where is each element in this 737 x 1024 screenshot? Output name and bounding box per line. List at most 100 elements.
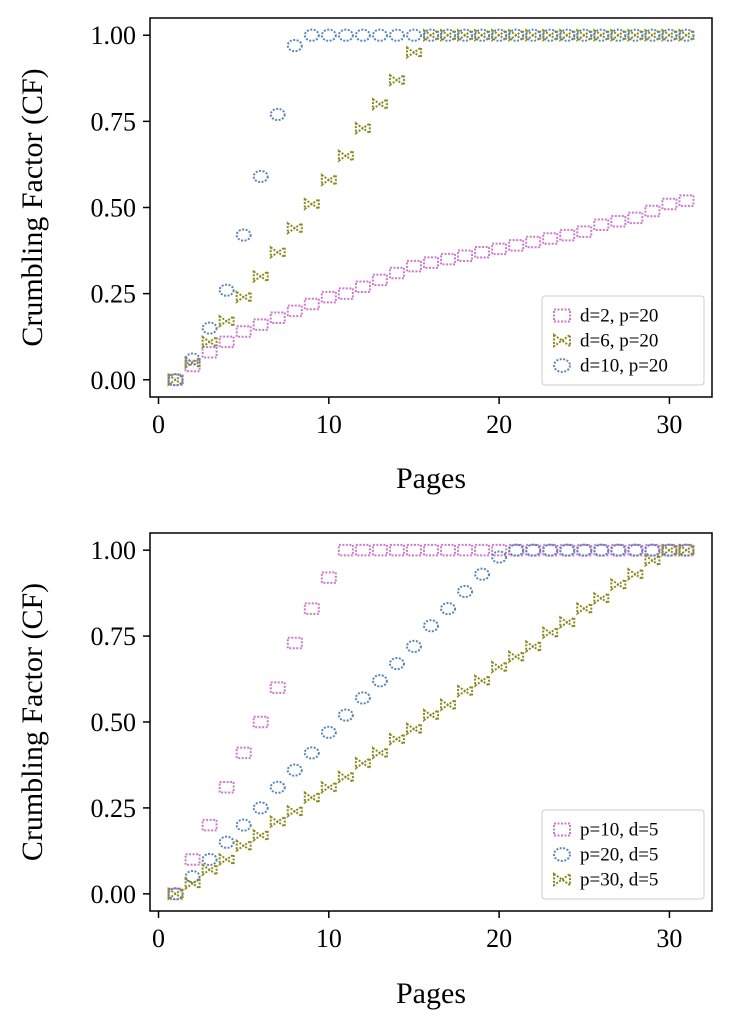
data-point: [303, 746, 320, 760]
y-tick-label: 0.50: [91, 708, 137, 737]
data-point: [610, 543, 627, 557]
data-point: [371, 746, 388, 760]
data-point: [559, 615, 576, 630]
legend-box: [541, 809, 705, 900]
data-point: [252, 801, 269, 815]
data-point: [542, 543, 559, 557]
data-point: [610, 28, 627, 42]
data-point: [474, 673, 491, 688]
data-point: [218, 314, 235, 329]
data-point: [610, 577, 627, 592]
data-point: [542, 625, 559, 640]
data-point: [593, 28, 610, 42]
data-point: [525, 543, 542, 557]
data-point: [405, 639, 422, 654]
data-point: [644, 204, 661, 218]
data-point: [627, 543, 644, 557]
legend-marker: [553, 871, 571, 888]
data-point: [559, 543, 576, 557]
legend-label: p=10, d=5: [580, 820, 658, 841]
data-point: [388, 656, 405, 671]
data-point: [644, 543, 661, 557]
data-point: [303, 602, 320, 615]
data-point: [644, 553, 661, 568]
plot-frame: [149, 532, 713, 912]
legend-marker: [553, 847, 571, 862]
data-point: [286, 804, 303, 819]
data-point: [252, 318, 269, 331]
data-point: [337, 708, 354, 722]
data-point: [235, 325, 252, 338]
x-tick-label: 0: [152, 924, 165, 953]
data-point: [525, 235, 542, 249]
legend: p=10, d=5 p=20, d=5 p=30, d=5: [541, 809, 705, 900]
data-point: [269, 814, 286, 829]
data-point: [423, 543, 439, 557]
x-tick-label: 30: [656, 410, 682, 439]
data-point: [474, 28, 491, 42]
data-point: [201, 852, 218, 867]
data-point: [440, 543, 457, 557]
legend-marker: [553, 332, 571, 349]
ticks-group: 0 10 20 30 0.00 0.25 0.50 0.75 1.00: [91, 536, 683, 953]
data-point: [286, 38, 303, 53]
data-point: [388, 73, 405, 87]
data-point: [167, 373, 184, 387]
data-point: [457, 684, 474, 698]
data-point: [440, 697, 457, 712]
data-point: [508, 239, 525, 252]
y-tick-label: 0.25: [91, 794, 137, 823]
marks-group: [167, 543, 695, 901]
y-tick-label: 0.00: [91, 880, 137, 909]
data-point: [371, 543, 388, 557]
data-point: [491, 28, 508, 42]
data-point: [269, 107, 286, 122]
x-tick-label: 20: [486, 924, 512, 953]
x-axis-title: Pages: [396, 462, 466, 495]
data-point: [627, 567, 644, 582]
data-point: [337, 287, 354, 300]
series-3: [167, 543, 695, 901]
data-point: [320, 571, 337, 584]
data-point: [405, 28, 422, 42]
data-point: [218, 852, 235, 867]
data-point: [491, 660, 508, 674]
data-point: [661, 28, 678, 42]
data-point: [405, 259, 422, 273]
data-point: [474, 543, 491, 557]
y-tick-label: 1.00: [91, 536, 137, 565]
data-point: [661, 543, 678, 558]
data-point: [218, 781, 235, 794]
data-point: [303, 197, 320, 211]
data-point: [201, 321, 218, 335]
legend-label: d=2, p=20: [580, 306, 658, 327]
data-point: [235, 290, 252, 304]
data-point: [269, 681, 286, 694]
data-point: [423, 256, 439, 269]
data-point: [354, 756, 371, 771]
data-point: [201, 345, 218, 359]
data-point: [627, 28, 644, 42]
legend-marker: [553, 358, 571, 373]
data-point: [440, 252, 457, 266]
data-point: [593, 543, 610, 557]
data-point: [269, 780, 286, 794]
data-point: [593, 591, 610, 606]
legend-box: [541, 295, 705, 386]
x-axis-title: Pages: [396, 977, 466, 1010]
data-point: [525, 28, 542, 42]
data-point: [320, 725, 337, 739]
data-point: [354, 543, 371, 557]
data-point: [354, 121, 371, 136]
data-point: [320, 173, 337, 187]
data-point: [252, 828, 269, 843]
data-point: [235, 818, 252, 832]
data-point: [252, 169, 269, 184]
data-point: [286, 221, 303, 235]
data-point: [303, 790, 320, 805]
data-point: [457, 543, 474, 557]
data-point: [252, 269, 269, 284]
legend-label: p=30, d=5: [580, 870, 658, 891]
legend-marker: [553, 822, 571, 837]
